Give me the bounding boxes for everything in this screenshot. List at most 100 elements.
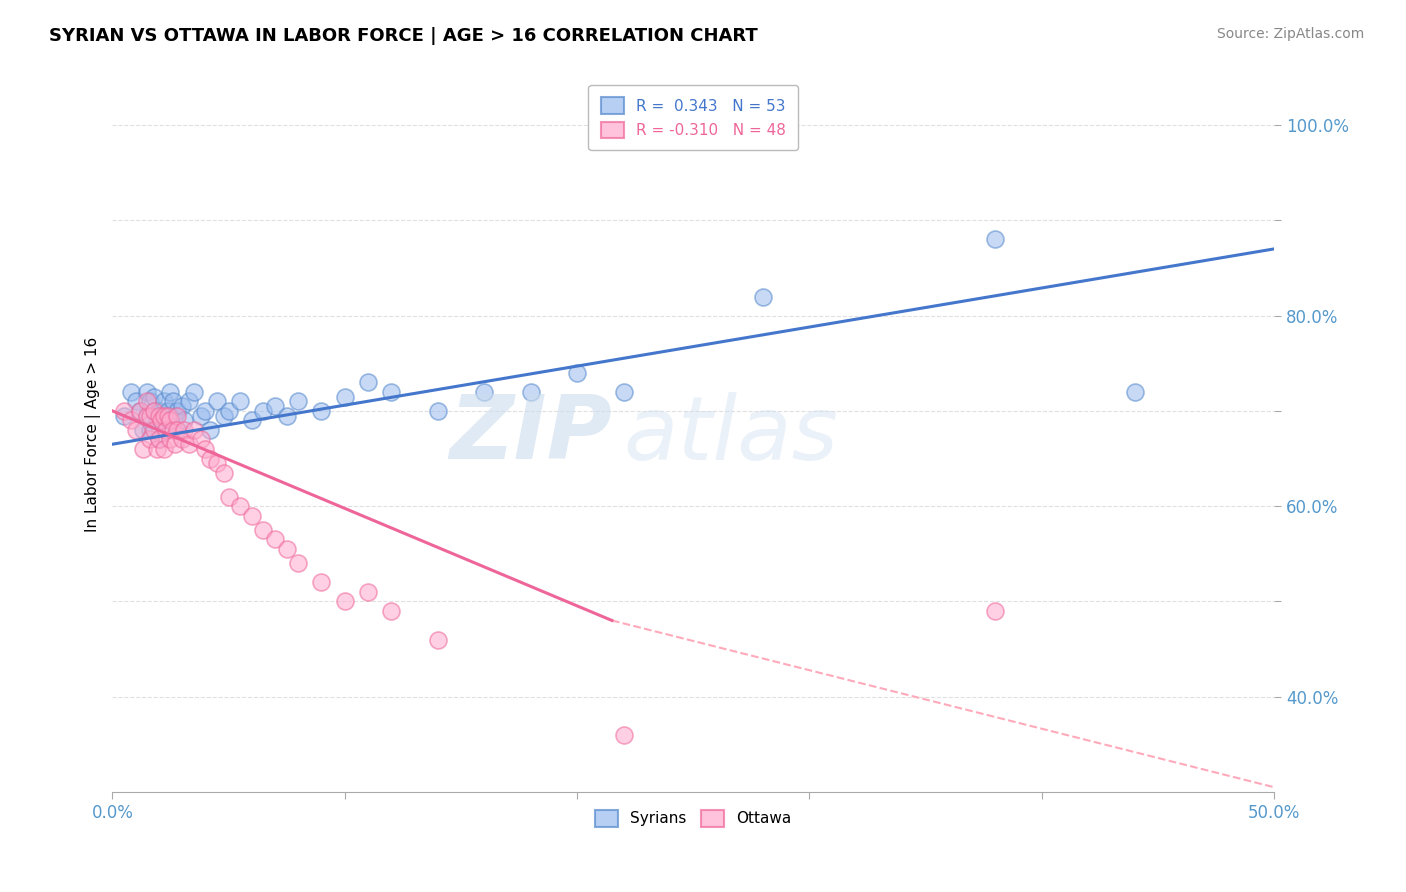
- Point: [159, 433, 181, 447]
- Point: [148, 409, 170, 423]
- Point: [120, 413, 142, 427]
- Point: [173, 423, 195, 437]
- Point: [138, 423, 160, 437]
- Point: [136, 409, 159, 423]
- Point: [333, 390, 356, 404]
- Point: [165, 409, 187, 423]
- Point: [183, 423, 205, 437]
- Point: [194, 442, 217, 456]
- Point: [205, 394, 228, 409]
- Point: [159, 384, 181, 399]
- Point: [311, 575, 333, 590]
- Point: [166, 423, 188, 437]
- Point: [159, 413, 181, 427]
- Point: [612, 728, 634, 742]
- Point: [131, 442, 153, 456]
- Point: [311, 404, 333, 418]
- Point: [287, 557, 309, 571]
- Point: [150, 413, 173, 427]
- Point: [565, 366, 588, 380]
- Point: [166, 423, 188, 437]
- Point: [112, 404, 135, 418]
- Text: Source: ZipAtlas.com: Source: ZipAtlas.com: [1216, 27, 1364, 41]
- Point: [472, 384, 495, 399]
- Point: [162, 423, 184, 437]
- Point: [333, 594, 356, 608]
- Text: atlas: atlas: [623, 392, 838, 478]
- Point: [357, 376, 380, 390]
- Point: [148, 433, 170, 447]
- Point: [212, 466, 235, 480]
- Point: [159, 413, 181, 427]
- Point: [155, 423, 177, 437]
- Point: [155, 423, 177, 437]
- Point: [129, 404, 152, 418]
- Point: [212, 409, 235, 423]
- Point: [157, 404, 180, 418]
- Point: [131, 423, 153, 437]
- Point: [380, 384, 402, 399]
- Point: [152, 394, 174, 409]
- Point: [150, 413, 173, 427]
- Point: [218, 404, 240, 418]
- Point: [264, 533, 287, 547]
- Point: [252, 404, 274, 418]
- Point: [143, 423, 166, 437]
- Point: [136, 384, 159, 399]
- Point: [136, 394, 159, 409]
- Point: [264, 399, 287, 413]
- Point: [143, 404, 166, 418]
- Point: [198, 423, 221, 437]
- Point: [138, 409, 160, 423]
- Point: [172, 399, 194, 413]
- Point: [240, 413, 263, 427]
- Point: [194, 404, 217, 418]
- Point: [162, 394, 184, 409]
- Point: [124, 423, 146, 437]
- Point: [287, 394, 309, 409]
- Point: [143, 390, 166, 404]
- Point: [152, 409, 174, 423]
- Point: [612, 384, 634, 399]
- Point: [1123, 384, 1146, 399]
- Legend: Syrians, Ottawa: Syrians, Ottawa: [586, 803, 800, 834]
- Point: [426, 632, 449, 647]
- Point: [138, 433, 160, 447]
- Point: [136, 409, 159, 423]
- Point: [173, 413, 195, 427]
- Point: [112, 409, 135, 423]
- Point: [426, 404, 449, 418]
- Point: [357, 585, 380, 599]
- Point: [276, 541, 298, 556]
- Point: [143, 404, 166, 418]
- Point: [519, 384, 541, 399]
- Point: [984, 604, 1007, 618]
- Point: [145, 442, 167, 456]
- Point: [152, 442, 174, 456]
- Point: [229, 499, 252, 513]
- Point: [124, 394, 146, 409]
- Point: [198, 451, 221, 466]
- Point: [752, 289, 775, 303]
- Point: [240, 508, 263, 523]
- Point: [152, 409, 174, 423]
- Point: [148, 404, 170, 418]
- Point: [177, 437, 200, 451]
- Point: [145, 413, 167, 427]
- Text: SYRIAN VS OTTAWA IN LABOR FORCE | AGE > 16 CORRELATION CHART: SYRIAN VS OTTAWA IN LABOR FORCE | AGE > …: [49, 27, 758, 45]
- Point: [190, 409, 212, 423]
- Point: [165, 437, 187, 451]
- Point: [172, 433, 194, 447]
- Point: [157, 409, 180, 423]
- Point: [252, 523, 274, 537]
- Point: [120, 384, 142, 399]
- Point: [205, 456, 228, 470]
- Point: [380, 604, 402, 618]
- Point: [129, 404, 152, 418]
- Point: [183, 384, 205, 399]
- Y-axis label: In Labor Force | Age > 16: In Labor Force | Age > 16: [86, 337, 101, 533]
- Point: [166, 409, 188, 423]
- Point: [177, 394, 200, 409]
- Point: [148, 433, 170, 447]
- Point: [218, 490, 240, 504]
